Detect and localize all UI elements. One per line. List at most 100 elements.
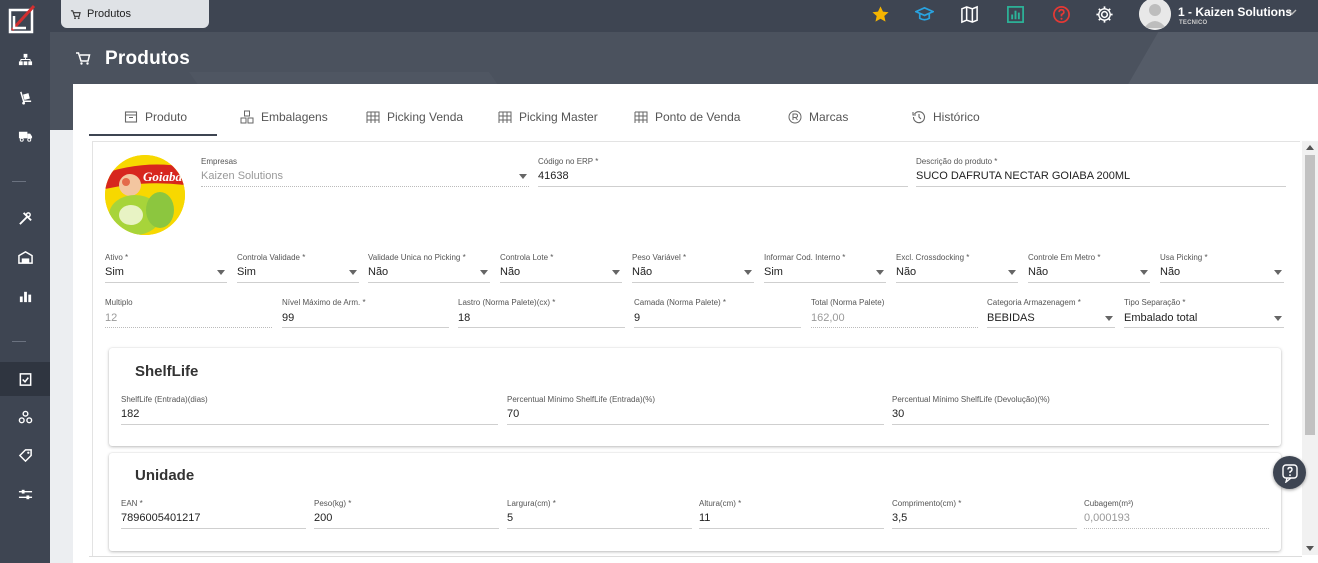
field-label: Comprimento(cm) * bbox=[892, 499, 962, 508]
chevron-down-icon bbox=[1140, 270, 1148, 275]
shelflife-entrada-field[interactable]: ShelfLife (Entrada)(dias) 182 bbox=[121, 395, 498, 425]
ean-field[interactable]: EAN * 7896005401217 bbox=[121, 499, 306, 529]
product-box-icon bbox=[124, 111, 138, 123]
shelflife-percentual-entrada-field[interactable]: Percentual Mínimo ShelfLife (Entrada)(%)… bbox=[507, 395, 884, 425]
categoria-armazenagem-select[interactable]: Categoria Armazenagem * BEBIDAS bbox=[987, 298, 1115, 328]
field-label: Cubagem(m³) bbox=[1084, 499, 1134, 508]
field-label: Percentual Mínimo ShelfLife (Devolução)(… bbox=[892, 395, 1050, 404]
field-value: 182 bbox=[121, 408, 140, 420]
field-underline bbox=[764, 282, 886, 283]
vertical-scrollbar[interactable] bbox=[1302, 141, 1318, 555]
chevron-down-icon bbox=[519, 174, 527, 179]
packages-icon bbox=[240, 110, 254, 124]
help-question-icon[interactable] bbox=[1050, 3, 1072, 25]
user-menu-chevron-icon[interactable] bbox=[1286, 6, 1298, 18]
tipo-separacao-select[interactable]: Tipo Separação * Embalado total bbox=[1124, 298, 1284, 328]
settings-gear-icon[interactable] bbox=[1093, 3, 1115, 25]
scroll-thumb[interactable] bbox=[1305, 155, 1315, 435]
cart-icon bbox=[70, 9, 81, 19]
multiplo-field[interactable]: Multiplo 12 bbox=[105, 298, 272, 328]
tab-picking-master[interactable]: Picking Master bbox=[498, 110, 598, 124]
field-value: SUCO DAFRUTA NECTAR GOIABA 200ML bbox=[916, 170, 1131, 182]
largura-field[interactable]: Largura(cm) * 5 bbox=[507, 499, 692, 529]
shelf-icon bbox=[366, 111, 380, 123]
rail-product-icon[interactable] bbox=[0, 362, 50, 396]
chevron-down-icon bbox=[480, 270, 488, 275]
app-logo[interactable] bbox=[6, 4, 38, 36]
tab-produto[interactable]: Produto bbox=[124, 110, 187, 124]
map-icon[interactable] bbox=[958, 3, 980, 25]
favorites-star-icon[interactable] bbox=[869, 3, 891, 25]
rail-tag-icon[interactable] bbox=[0, 438, 50, 472]
history-icon bbox=[912, 111, 925, 124]
total-norma-palete-field[interactable]: Total (Norma Palete) 162,00 bbox=[811, 298, 978, 328]
field-value: Não bbox=[896, 266, 917, 278]
shelf-icon bbox=[634, 111, 648, 123]
field-value: BEBIDAS bbox=[987, 312, 1035, 324]
altura-field[interactable]: Altura(cm) * 11 bbox=[699, 499, 884, 529]
report-chart-icon[interactable] bbox=[1004, 3, 1026, 25]
peso-variavel-select[interactable]: Peso Variável * Não bbox=[632, 253, 754, 283]
rail-dolly-icon[interactable] bbox=[0, 80, 50, 114]
field-label: Excl. Crossdocking * bbox=[896, 253, 970, 262]
field-value: 162,00 bbox=[811, 312, 845, 324]
controla-validade-select[interactable]: Controla Validade * Sim bbox=[237, 253, 359, 283]
rail-tools-icon[interactable] bbox=[0, 201, 50, 235]
field-value: 18 bbox=[458, 312, 471, 324]
tab-marcas[interactable]: Marcas bbox=[788, 110, 848, 124]
tab-picking-venda[interactable]: Picking Venda bbox=[366, 110, 463, 124]
rail-hierarchy-icon[interactable] bbox=[0, 42, 50, 76]
cod-interno-select[interactable]: Informar Cod. Interno * Sim bbox=[764, 253, 886, 283]
field-label: ShelfLife (Entrada)(dias) bbox=[121, 395, 208, 404]
rail-truck-icon[interactable] bbox=[0, 118, 50, 152]
usa-picking-select[interactable]: Usa Picking * Não bbox=[1160, 253, 1284, 283]
field-value: 0,000193 bbox=[1084, 512, 1130, 524]
camada-field[interactable]: Camada (Norma Palete) * 9 bbox=[634, 298, 801, 328]
crossdocking-select[interactable]: Excl. Crossdocking * Não bbox=[896, 253, 1018, 283]
cubagem-field[interactable]: Cubagem(m³) 0,000193 bbox=[1084, 499, 1269, 529]
scroll-down-arrow-icon[interactable] bbox=[1306, 546, 1314, 551]
field-value: 200 bbox=[314, 512, 333, 524]
graduation-cap-icon[interactable] bbox=[913, 3, 935, 25]
user-avatar[interactable] bbox=[1139, 0, 1171, 30]
tab-embalagens[interactable]: Embalagens bbox=[240, 110, 328, 124]
field-label: Controla Validade * bbox=[237, 253, 306, 262]
tab-historico[interactable]: Histórico bbox=[912, 110, 980, 124]
field-label: Multiplo bbox=[105, 298, 133, 307]
ativo-select[interactable]: Ativo * Sim bbox=[105, 253, 227, 283]
rail-boxes-icon[interactable] bbox=[0, 400, 50, 434]
field-underline bbox=[507, 424, 884, 425]
user-name[interactable]: 1 - Kaizen Solutions bbox=[1178, 5, 1293, 19]
empresas-select[interactable]: Empresas Kaizen Solutions bbox=[201, 157, 529, 187]
scroll-up-arrow-icon[interactable] bbox=[1306, 145, 1314, 150]
peso-field[interactable]: Peso(kg) * 200 bbox=[314, 499, 499, 529]
nivel-maximo-field[interactable]: Nível Máximo de Arm. * 99 bbox=[282, 298, 449, 328]
controla-lote-select[interactable]: Controla Lote * Não bbox=[500, 253, 622, 283]
open-tab-produtos[interactable]: Produtos bbox=[61, 0, 209, 28]
shelflife-panel: ShelfLife bbox=[109, 348, 1281, 446]
descricao-field[interactable]: Descrição do produto * SUCO DAFRUTA NECT… bbox=[916, 157, 1286, 187]
validade-unica-select[interactable]: Validade Unica no Picking * Não bbox=[368, 253, 490, 283]
field-value: Não bbox=[1028, 266, 1049, 278]
field-label: Código no ERP * bbox=[538, 157, 599, 166]
lastro-field[interactable]: Lastro (Norma Palete)(cx) * 18 bbox=[458, 298, 625, 328]
controle-metro-select[interactable]: Controle Em Metro * Não bbox=[1028, 253, 1150, 283]
field-value: Não bbox=[500, 266, 521, 278]
field-underline bbox=[896, 282, 1018, 283]
field-underline bbox=[368, 282, 490, 283]
help-chat-button[interactable] bbox=[1273, 456, 1306, 489]
top-bar: Produtos 1 - Kaizen Solutions TECNICO bbox=[50, 0, 1318, 32]
comprimento-field[interactable]: Comprimento(cm) * 3,5 bbox=[892, 499, 1077, 529]
chevron-down-icon bbox=[612, 270, 620, 275]
field-underline bbox=[892, 424, 1269, 425]
tab-ponto-de-venda[interactable]: Ponto de Venda bbox=[634, 110, 740, 124]
field-underline bbox=[892, 528, 1077, 529]
field-underline bbox=[314, 528, 499, 529]
rail-warehouse-icon[interactable] bbox=[0, 240, 50, 274]
tab-label: Produto bbox=[145, 110, 188, 124]
codigo-erp-field[interactable]: Código no ERP * 41638 bbox=[538, 157, 908, 187]
product-photo[interactable]: Goiaba bbox=[105, 155, 185, 235]
shelflife-percentual-devolucao-field[interactable]: Percentual Mínimo ShelfLife (Devolução)(… bbox=[892, 395, 1269, 425]
rail-chart-icon[interactable] bbox=[0, 279, 50, 313]
rail-sliders-icon[interactable] bbox=[0, 477, 50, 511]
